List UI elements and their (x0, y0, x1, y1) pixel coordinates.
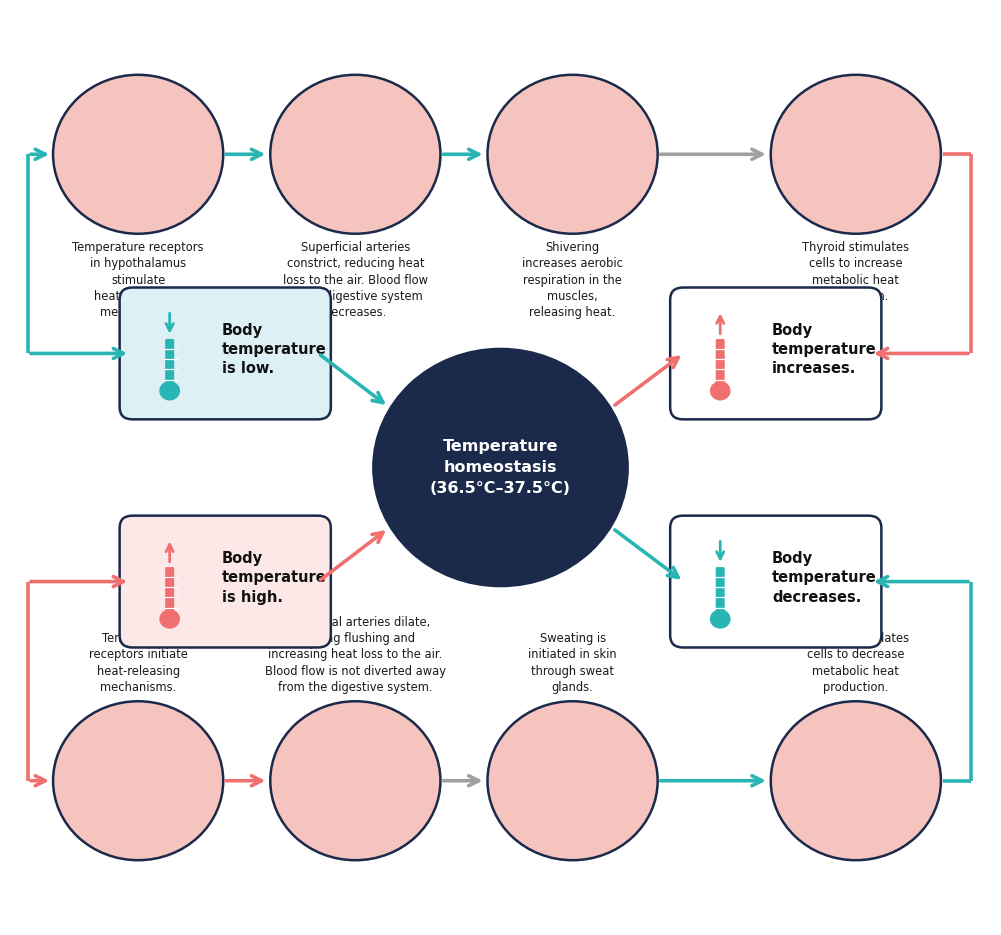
Circle shape (159, 610, 180, 628)
Circle shape (487, 75, 658, 234)
FancyBboxPatch shape (165, 567, 174, 619)
Text: Body
temperature
is low.: Body temperature is low. (221, 323, 326, 377)
Circle shape (710, 610, 731, 628)
Text: Temperature
homeostasis
(36.5°C–37.5°C): Temperature homeostasis (36.5°C–37.5°C) (430, 439, 571, 496)
Text: Thyroid stimulates
cells to increase
metabolic heat
production.: Thyroid stimulates cells to increase met… (802, 241, 910, 303)
Circle shape (53, 701, 223, 860)
Circle shape (53, 75, 223, 234)
FancyBboxPatch shape (716, 567, 725, 619)
Text: Body
temperature
is high.: Body temperature is high. (221, 551, 326, 605)
Text: Shivering
increases aerobic
respiration in the
muscles,
releasing heat.: Shivering increases aerobic respiration … (523, 241, 623, 319)
FancyBboxPatch shape (165, 338, 174, 391)
Text: Temperature receptors
in hypothalamus
stimulate
heat-producing
mechanisms.: Temperature receptors in hypothalamus st… (72, 241, 204, 319)
Circle shape (270, 701, 440, 860)
Circle shape (771, 701, 941, 860)
Text: Body
temperature
decreases.: Body temperature decreases. (772, 551, 877, 605)
Text: Superficial arteries dilate,
causing flushing and
increasing heat loss to the ai: Superficial arteries dilate, causing flu… (265, 616, 445, 694)
FancyBboxPatch shape (671, 288, 881, 419)
FancyBboxPatch shape (716, 338, 725, 391)
Circle shape (270, 75, 440, 234)
Circle shape (710, 381, 731, 400)
Circle shape (159, 381, 180, 400)
FancyBboxPatch shape (120, 288, 330, 419)
Text: Superficial arteries
constrict, reducing heat
loss to the air. Blood flow
to the: Superficial arteries constrict, reducing… (283, 241, 427, 319)
Text: Temperature
receptors initiate
heat-releasing
mechanisms.: Temperature receptors initiate heat-rele… (89, 632, 187, 694)
Text: Sweating is
initiated in skin
through sweat
glands.: Sweating is initiated in skin through sw… (529, 632, 617, 694)
Text: Body
temperature
increases.: Body temperature increases. (772, 323, 877, 377)
Text: Thyroid stimulates
cells to decrease
metabolic heat
production.: Thyroid stimulates cells to decrease met… (802, 632, 910, 694)
FancyBboxPatch shape (671, 516, 881, 647)
FancyBboxPatch shape (120, 516, 330, 647)
Circle shape (487, 701, 658, 860)
Circle shape (771, 75, 941, 234)
Circle shape (370, 346, 631, 589)
